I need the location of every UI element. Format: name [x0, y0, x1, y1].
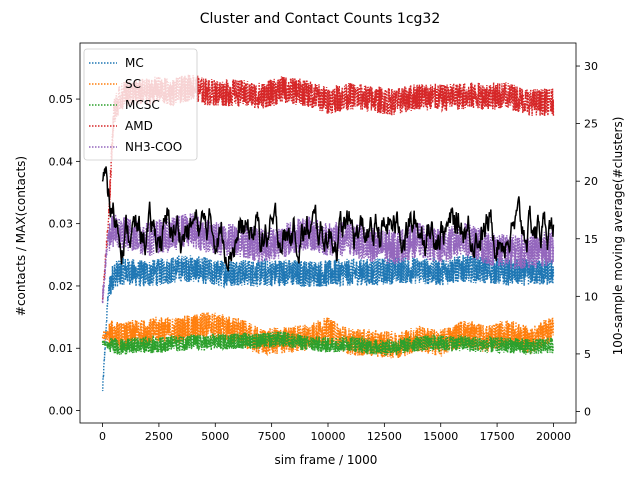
y2-axis-label: 100-sample moving average(#clusters)	[611, 117, 625, 356]
y2-tick-label: 0	[584, 405, 591, 418]
legend-label: SC	[125, 77, 141, 91]
x-tick-label: 5000	[201, 430, 229, 443]
x-tick-label: 2500	[145, 430, 173, 443]
y-tick-label: 0.01	[49, 342, 74, 355]
series-line-mc	[101, 254, 555, 392]
legend-box	[83, 48, 198, 161]
x-tick-label: 10000	[311, 430, 346, 443]
x-tick-label: 20000	[536, 430, 571, 443]
legend-label: NH3-COO	[125, 140, 182, 154]
series-line-moving-average	[101, 166, 555, 272]
y2-tick-label: 15	[584, 233, 598, 246]
legend-label: MCSC	[125, 98, 160, 112]
y2-tick-label: 20	[584, 175, 598, 188]
y-tick-label: 0.04	[49, 155, 74, 168]
y2-tick-label: 5	[584, 348, 591, 361]
y-tick-label: 0.03	[49, 218, 74, 231]
y-tick-label: 0.05	[49, 93, 74, 106]
legend-label: AMD	[125, 119, 153, 133]
x-tick-label: 0	[99, 430, 106, 443]
x-tick-label: 7500	[258, 430, 286, 443]
x-axis-label: sim frame / 1000	[275, 453, 378, 467]
y2-tick-label: 30	[584, 60, 598, 73]
x-tick-label: 15000	[423, 430, 458, 443]
legend-label: MC	[125, 56, 144, 70]
axes: 0 2500 5000 7500 10000 12500 15000 17500 20000 0.…	[49, 42, 598, 443]
chart-title: Cluster and Contact Counts 1cg32	[200, 11, 440, 27]
y-tick-label: 0.00	[49, 405, 74, 418]
y-axis-label: #contacts / MAX(contacts)	[14, 156, 28, 316]
y2-tick-label: 10	[584, 290, 598, 303]
x-tick-label: 17500	[480, 430, 515, 443]
y-tick-label: 0.02	[49, 280, 74, 293]
x-tick-label: 12500	[367, 430, 402, 443]
y2-tick-label: 25	[584, 118, 598, 131]
series-line-mcsc	[101, 331, 555, 356]
